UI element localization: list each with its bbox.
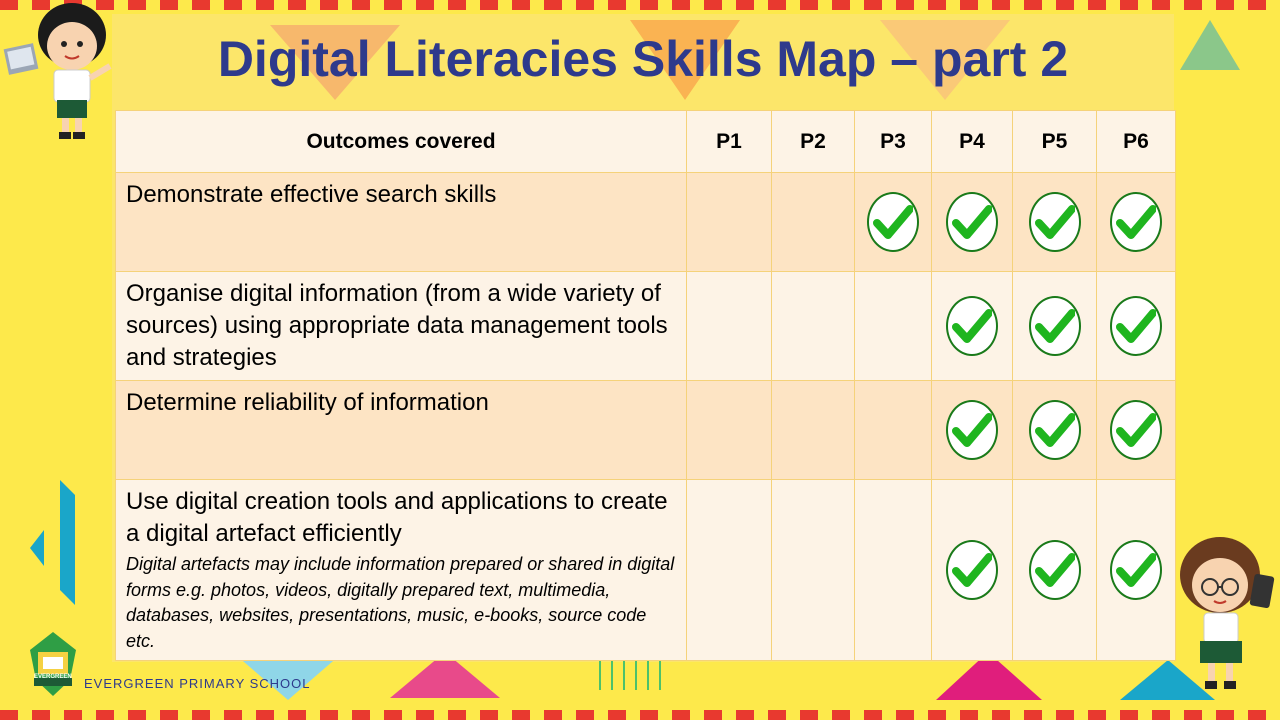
evergreen-logo xyxy=(30,632,76,696)
outcome-cell: Organise digital information (from a wid… xyxy=(115,271,687,381)
level-cell xyxy=(1096,271,1176,381)
level-cell xyxy=(1012,479,1097,661)
check-circle-icon xyxy=(1028,400,1081,460)
bottom-dashed-border xyxy=(0,710,1280,720)
school-name: EVERGREEN PRIMARY SCHOOL xyxy=(84,676,311,691)
header-p4: P4 xyxy=(931,110,1013,173)
header-p5: P5 xyxy=(1012,110,1097,173)
table-row: Organise digital information (from a wid… xyxy=(115,271,1176,381)
level-cell xyxy=(771,271,855,381)
table-row: Use digital creation tools and applicati… xyxy=(115,479,1176,661)
level-cell xyxy=(854,479,932,661)
level-cell xyxy=(1012,271,1097,381)
check-circle-icon xyxy=(946,192,998,252)
check-circle-icon xyxy=(1028,192,1081,252)
slide-title: Digital Literacies Skills Map – part 2 xyxy=(217,31,1069,87)
level-cell xyxy=(686,172,772,272)
check-circle-icon xyxy=(946,540,998,600)
level-cell xyxy=(1096,172,1176,272)
check-circle-icon xyxy=(867,192,919,252)
level-cell xyxy=(686,479,772,661)
level-cell xyxy=(931,172,1013,272)
table-header-row: Outcomes covered P1 P2 P3 P4 P5 P6 xyxy=(115,110,1176,173)
check-circle-icon xyxy=(1110,296,1162,356)
outcome-text: Organise digital information (from a wid… xyxy=(126,280,668,371)
check-circle-icon xyxy=(1028,296,1081,356)
level-cell xyxy=(931,380,1013,480)
level-cell xyxy=(686,380,772,480)
level-cell xyxy=(931,479,1013,661)
header-p2: P2 xyxy=(771,110,855,173)
outcome-text: Use digital creation tools and applicati… xyxy=(126,488,668,547)
logo-text: EVERGREEN xyxy=(34,674,72,680)
top-dashed-border xyxy=(0,0,1280,10)
header-p6: P6 xyxy=(1096,110,1176,173)
check-circle-icon xyxy=(1110,540,1162,600)
level-cell xyxy=(854,380,932,480)
level-cell xyxy=(686,271,772,381)
check-circle-icon xyxy=(946,400,998,460)
table-row: Demonstrate effective search skills xyxy=(115,172,1176,272)
check-circle-icon xyxy=(1028,540,1081,600)
table-row: Determine reliability of information xyxy=(115,380,1176,480)
level-cell xyxy=(771,479,855,661)
level-cell xyxy=(854,271,932,381)
level-cell xyxy=(1096,380,1176,480)
outcome-cell: Determine reliability of information xyxy=(115,380,687,480)
outcome-note: Digital artefacts may include informatio… xyxy=(126,554,675,651)
level-cell xyxy=(1012,172,1097,272)
check-circle-icon xyxy=(1110,192,1162,252)
level-cell xyxy=(854,172,932,272)
level-cell xyxy=(1012,380,1097,480)
check-circle-icon xyxy=(1110,400,1162,460)
girl-with-tablet-illustration xyxy=(1180,537,1275,689)
outcome-text: Demonstrate effective search skills xyxy=(126,181,497,208)
outcome-cell: Demonstrate effective search skills xyxy=(115,172,687,272)
header-p1: P1 xyxy=(686,110,772,173)
header-p3: P3 xyxy=(854,110,932,173)
boy-with-laptop-illustration xyxy=(3,3,112,139)
outcome-text: Determine reliability of information xyxy=(126,389,489,416)
level-cell xyxy=(931,271,1013,381)
check-circle-icon xyxy=(946,296,998,356)
skills-map-table: Outcomes covered P1 P2 P3 P4 P5 P6 Demon… xyxy=(115,110,1176,661)
outcome-cell: Use digital creation tools and applicati… xyxy=(115,479,687,661)
header-outcomes: Outcomes covered xyxy=(115,110,687,173)
level-cell xyxy=(771,172,855,272)
level-cell xyxy=(771,380,855,480)
level-cell xyxy=(1096,479,1176,661)
